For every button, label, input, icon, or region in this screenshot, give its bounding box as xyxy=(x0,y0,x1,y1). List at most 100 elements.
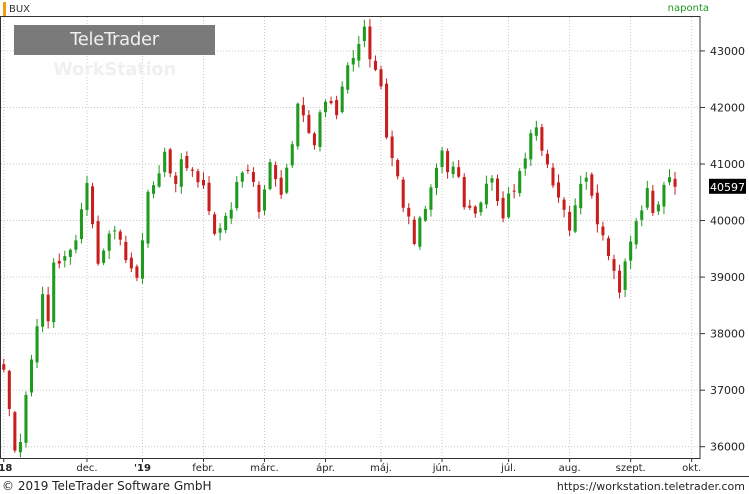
candle-body xyxy=(590,174,594,196)
plot-frame xyxy=(0,16,701,459)
candle-body xyxy=(113,230,117,232)
candle-body xyxy=(268,162,272,190)
candle-body xyxy=(41,294,45,327)
candle-body xyxy=(274,165,278,180)
candle-body xyxy=(57,260,61,264)
symbol-label[interactable]: BUX xyxy=(3,2,30,16)
candle-body xyxy=(157,173,161,187)
y-tick-label: 41000 xyxy=(710,158,745,171)
candle-body xyxy=(629,241,633,261)
x-tick-label: ápr. xyxy=(316,462,335,474)
candle-body xyxy=(557,182,561,198)
copyright-text: © 2019 TeleTrader Software GmbH xyxy=(2,479,212,493)
candle-body xyxy=(612,259,616,271)
candle-body xyxy=(240,172,244,182)
candle-body xyxy=(495,178,500,202)
x-tick-label: máj. xyxy=(370,462,392,474)
candle-body xyxy=(490,178,494,183)
candle-body xyxy=(457,167,461,177)
candle-body xyxy=(501,197,505,219)
candle-body xyxy=(540,127,544,151)
candle-body xyxy=(412,219,416,245)
candle-body xyxy=(385,83,389,138)
candle-body xyxy=(213,214,217,234)
candle-body xyxy=(301,105,305,116)
candle-body xyxy=(462,177,466,208)
candle-body xyxy=(207,182,211,212)
candle-body xyxy=(479,202,483,213)
candle-body xyxy=(235,181,239,209)
candle-body xyxy=(24,394,28,443)
candle-body xyxy=(656,204,660,212)
candle-body xyxy=(484,183,488,205)
candle-body xyxy=(251,172,255,182)
candle-body xyxy=(368,26,372,60)
candles xyxy=(2,18,677,458)
candle-body xyxy=(357,44,361,61)
candle-body xyxy=(63,256,67,261)
candle-body xyxy=(373,60,377,70)
candle-body xyxy=(468,205,472,208)
candle-body xyxy=(257,184,261,212)
candle-body xyxy=(568,211,572,231)
candle-body xyxy=(584,177,588,182)
candle-body xyxy=(318,112,322,147)
candle-body xyxy=(618,270,622,293)
candle-body xyxy=(429,187,433,210)
candle-body xyxy=(512,190,516,192)
y-tick-label: 40000 xyxy=(710,215,745,228)
y-tick-label: 36000 xyxy=(710,441,745,454)
candle-body xyxy=(351,57,355,65)
x-tick-label: aug. xyxy=(559,463,581,474)
watermark-light: TeleTrader xyxy=(70,29,159,50)
x-tick-label: szept. xyxy=(616,463,646,474)
candle-body xyxy=(634,221,638,245)
candle-body xyxy=(168,149,172,174)
candle-body xyxy=(13,412,17,451)
candle-body xyxy=(340,86,344,113)
y-axis-ticks: 36000 37000 38000 39000 40000 41000 42000 43000 xyxy=(700,45,745,454)
candle-body xyxy=(346,65,350,90)
candle-body xyxy=(135,266,139,278)
candle-body xyxy=(407,207,411,217)
candle-body xyxy=(573,205,577,232)
candle-body xyxy=(163,151,167,173)
watermark-logo: TeleTrader WorkStation xyxy=(14,25,215,80)
candle-body xyxy=(579,183,583,209)
candle-body xyxy=(623,261,627,290)
candle-body xyxy=(290,144,294,166)
candle-body xyxy=(152,185,156,194)
candle-body xyxy=(507,193,511,218)
candle-body xyxy=(667,177,672,183)
candle-body xyxy=(673,178,677,187)
y-tick-label: 43000 xyxy=(710,45,745,58)
candle-body xyxy=(246,169,250,171)
x-tick-label: jún. xyxy=(432,462,452,474)
candle-body xyxy=(18,441,22,453)
candle-body xyxy=(379,69,383,87)
candle-body xyxy=(96,221,100,264)
candle-body xyxy=(423,208,427,221)
candle-body xyxy=(91,186,95,225)
candle-body xyxy=(473,206,477,214)
candle-body xyxy=(2,364,6,370)
y-tick-label: 39000 xyxy=(710,271,745,284)
candle-body xyxy=(262,189,267,211)
candle-body xyxy=(29,359,34,393)
candle-body xyxy=(662,184,666,207)
candle-body xyxy=(518,171,522,194)
candle-body xyxy=(434,167,439,188)
candle-body xyxy=(529,133,533,160)
candle-body xyxy=(218,228,222,233)
candle-body xyxy=(124,241,128,261)
x-tick-label: dec. xyxy=(76,463,97,474)
candle-body xyxy=(129,257,133,269)
candle-body xyxy=(35,326,39,363)
candle-body xyxy=(362,26,366,42)
footer-url[interactable]: https://workstation.teletrader.com xyxy=(556,480,745,493)
candle-body xyxy=(229,209,233,219)
candle-body xyxy=(185,155,189,169)
frequency-label[interactable]: naponta xyxy=(667,3,709,14)
candle-body xyxy=(46,294,50,322)
